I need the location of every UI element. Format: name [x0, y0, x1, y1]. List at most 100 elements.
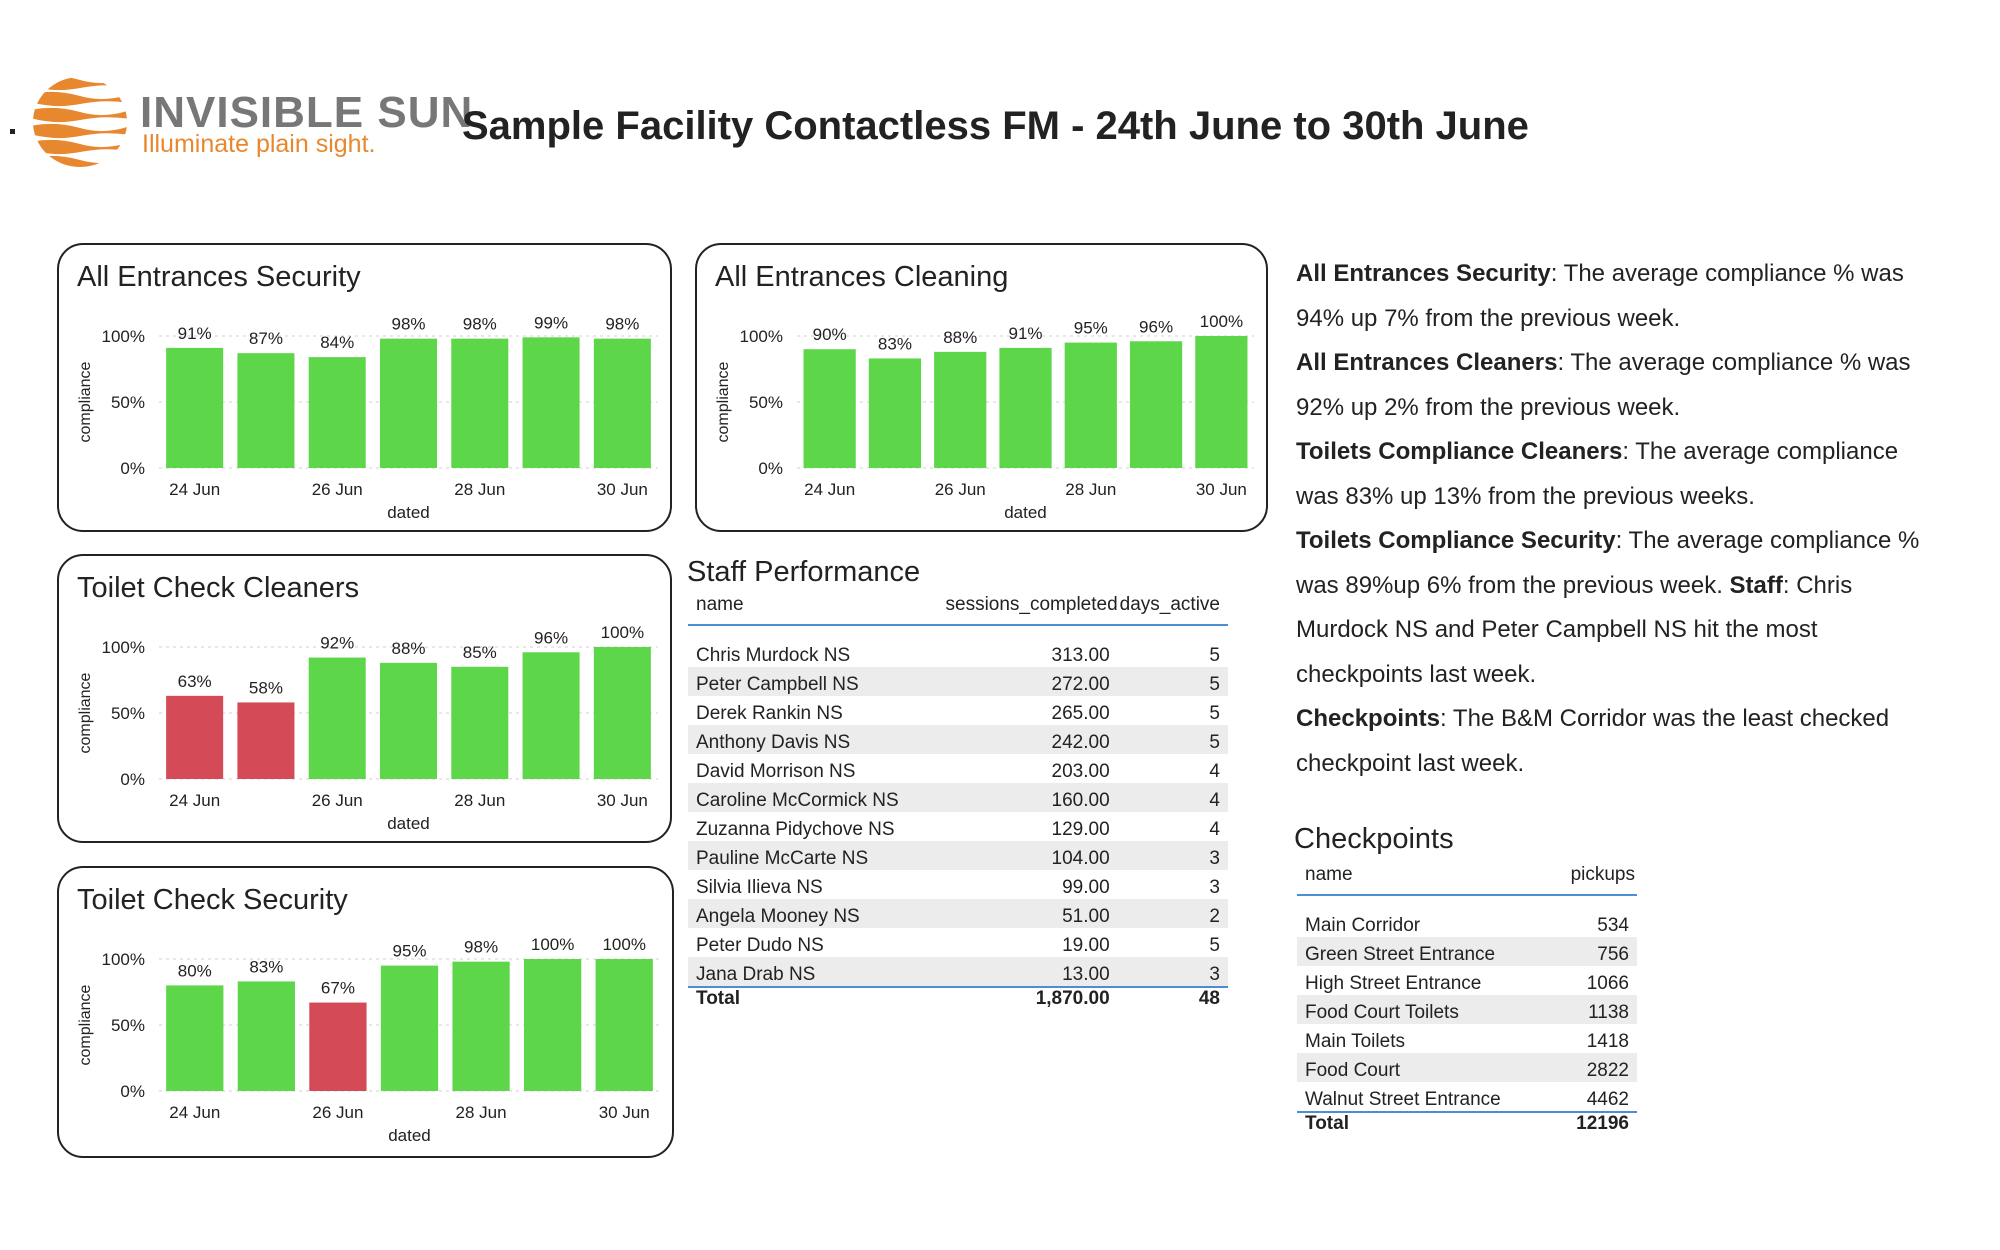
x-tick-label: 30 Jun [597, 791, 648, 810]
data-label: 87% [249, 329, 283, 348]
data-label: 91% [178, 324, 212, 343]
data-label: 95% [392, 942, 426, 961]
chart-entrances-security: 100% 50% 0% compliance 91% 87% 84% 98% 98% 99% 98%… [77, 313, 658, 522]
table-total-cell: Total [1297, 1111, 1549, 1141]
data-label: 98% [463, 315, 497, 334]
y-tick-label: 50% [749, 393, 783, 412]
y-tick-label: 100% [740, 327, 783, 346]
table-cell: Chris Murdock NS [696, 645, 851, 666]
summary-text: : The average compliance % was 89%up 6% … [1296, 527, 1920, 599]
summary-toilets-security: Toilets Compliance Security: The average… [1296, 519, 1936, 697]
table-cell: High Street Entrance [1305, 973, 1482, 994]
x-tick-label: 28 Jun [454, 480, 505, 499]
y-axis-label: compliance [715, 361, 732, 442]
table-row: Chris Murdock NS 313.00 5 [688, 638, 1228, 667]
bar-27-jun [379, 662, 438, 779]
table-cell: 3 [1117, 957, 1228, 987]
table-total-cell: 12196 [1548, 1111, 1637, 1141]
summary-panel: All Entrances Security: The average comp… [1296, 252, 1936, 786]
data-label: 98% [464, 938, 498, 957]
checkpoints-table: name pickups Main Corridor 534 Green Stree… [1297, 864, 1637, 1141]
x-tick-label: 26 Jun [312, 480, 363, 499]
table-cell: Jana Drab NS [688, 957, 913, 987]
staff-performance-table: name sessions_completed days_active Chri… [688, 594, 1228, 1016]
table-cell: 203.00 [1051, 761, 1110, 782]
data-label: 83% [249, 957, 283, 976]
summary-heading: Toilets Compliance Cleaners [1296, 438, 1623, 465]
x-tick-label: 28 Jun [456, 1103, 507, 1122]
table-cell: Pauline McCarte NS [688, 841, 913, 870]
table-cell: 5 [1117, 725, 1228, 754]
table-row: High Street Entrance 1066 [1297, 966, 1637, 995]
x-axis-label: dated [388, 1126, 431, 1145]
summary-checkpoints: Checkpoints: The B&M Corridor was the le… [1296, 697, 1936, 786]
table-cell: 5 [1117, 667, 1228, 696]
data-label: 84% [320, 333, 354, 352]
bar-29-jun [522, 337, 580, 468]
data-label: 98% [605, 315, 639, 334]
table-row: Derek Rankin NS 265.00 5 [688, 696, 1228, 725]
x-tick-label: 28 Jun [1065, 480, 1116, 499]
data-label: 90% [813, 325, 847, 344]
chart-title: Toilet Check Security [77, 884, 348, 916]
data-label: 100% [602, 935, 645, 954]
brand-name: INVISIBLE SUN [140, 88, 474, 137]
column-header-sessions: sessions_completed [912, 594, 1118, 626]
data-label: 96% [1139, 317, 1173, 336]
data-label: 95% [1074, 319, 1108, 338]
data-label: 100% [601, 623, 644, 642]
table-cell: Angela Mooney NS [688, 899, 913, 928]
checkpoints-title: Checkpoints [1294, 823, 1454, 855]
y-tick-label: 0% [120, 459, 145, 478]
table-cell: 4 [1209, 761, 1220, 782]
bar-28-jun [451, 666, 509, 779]
bar-29-jun [524, 959, 582, 1091]
table-cell: 4462 [1586, 1089, 1629, 1110]
x-axis-label: dated [387, 503, 430, 522]
brand-logo: INVISIBLE SUN Illuminate plain sight. [10, 72, 472, 172]
table-cell: 313.00 [1051, 645, 1110, 666]
data-label: 88% [391, 639, 425, 658]
table-total-cell: Total [688, 986, 913, 1016]
bar-28-jun [1064, 342, 1117, 468]
bar-24-jun [803, 349, 856, 468]
table-row: Green Street Entrance 756 [1297, 937, 1637, 966]
table-row: David Morrison NS 203.00 4 [688, 754, 1228, 783]
table-cell: 756 [1548, 937, 1637, 966]
brand-tagline: Illuminate plain sight. [142, 130, 376, 158]
data-label: 96% [534, 628, 568, 647]
table-row: Walnut Street Entrance 4462 [1297, 1082, 1637, 1112]
chart-toilet-security: 100% 50% 0% compliance 80% 83% 67% 95% 98% 100% 10… [77, 935, 660, 1145]
table-cell: Silvia Ilieva NS [696, 877, 823, 898]
y-tick-label: 100% [102, 950, 145, 969]
data-label: 98% [391, 315, 425, 334]
bar-26-jun [308, 657, 366, 779]
table-row: Anthony Davis NS 242.00 5 [688, 725, 1228, 754]
bar-25-jun [237, 353, 295, 468]
data-label: 58% [249, 678, 283, 697]
table-cell: Peter Dudo NS [696, 935, 824, 956]
bar-30-jun [595, 959, 653, 1091]
sun-logo-icon [33, 77, 127, 167]
table-cell: 3 [1117, 841, 1228, 870]
table-cell: 2 [1117, 899, 1228, 928]
table-row: Zuzanna Pidychove NS 129.00 4 [688, 812, 1228, 841]
bar-27-jun [380, 965, 439, 1091]
table-row: Food Court 2822 [1297, 1053, 1637, 1082]
y-axis-label: compliance [77, 361, 94, 442]
table-row: Jana Drab NS 13.00 3 [688, 957, 1228, 987]
column-header-name: name [688, 594, 913, 626]
x-tick-label: 26 Jun [935, 480, 986, 499]
y-tick-label: 0% [120, 1082, 145, 1101]
table-cell: 1418 [1586, 1031, 1629, 1052]
table-row: Main Toilets 1418 [1297, 1024, 1637, 1053]
data-label: 92% [320, 634, 354, 653]
table-cell: Anthony Davis NS [688, 725, 913, 754]
data-label: 83% [878, 334, 912, 353]
x-tick-label: 24 Jun [169, 1103, 220, 1122]
page-title: Sample Facility Contactless FM - 24th Ju… [462, 104, 1529, 148]
table-cell: 19.00 [1062, 935, 1110, 956]
table-total-row: Total 1,870.00 48 [688, 986, 1228, 1016]
x-tick-label: 26 Jun [312, 791, 363, 810]
table-cell: Food Court Toilets [1297, 995, 1549, 1024]
